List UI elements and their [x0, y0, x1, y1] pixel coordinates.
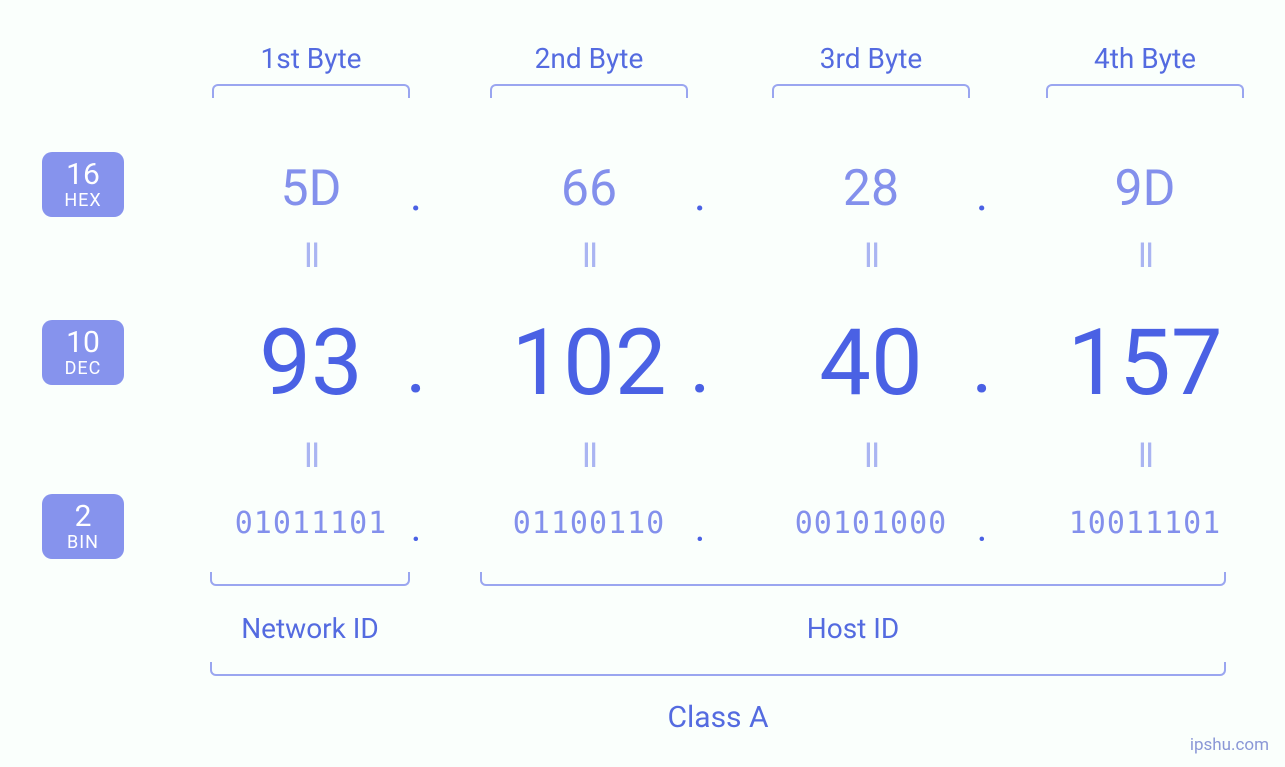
dot-bin-2: . — [680, 504, 720, 551]
badge-dec-lbl: DEC — [65, 358, 102, 379]
bin-2: 01100110 — [484, 506, 694, 541]
dot-hex-2: . — [680, 168, 720, 222]
watermark: ipshu.com — [1190, 735, 1269, 755]
dec-3: 40 — [766, 310, 976, 417]
dot-dec-2: . — [680, 318, 720, 412]
dot-hex-1: . — [396, 168, 436, 222]
hex-1: 5D — [206, 160, 416, 218]
bracket-byte-4 — [1046, 84, 1244, 98]
byte-header-1: 1st Byte — [206, 42, 416, 75]
badge-bin: 2 BIN — [42, 494, 124, 559]
badge-hex-lbl: HEX — [64, 190, 101, 211]
bracket-byte-1 — [212, 84, 410, 98]
eq-top-2: II — [569, 236, 609, 276]
ip-diagram: 16 HEX 10 DEC 2 BIN 1st Byte 2nd Byte 3r… — [0, 0, 1285, 767]
dot-bin-3: . — [962, 504, 1002, 551]
badge-dec: 10 DEC — [42, 320, 124, 385]
eq-bot-4: II — [1125, 436, 1165, 476]
host-id-label: Host ID — [480, 612, 1226, 645]
badge-hex-num: 16 — [66, 160, 100, 190]
dot-dec-3: . — [962, 318, 1002, 412]
network-id-label: Network ID — [210, 612, 410, 645]
eq-top-1: II — [291, 236, 331, 276]
eq-bot-2: II — [569, 436, 609, 476]
badge-bin-lbl: BIN — [67, 532, 99, 553]
hex-3: 28 — [766, 160, 976, 218]
eq-top-4: II — [1125, 236, 1165, 276]
badge-dec-num: 10 — [66, 328, 100, 358]
eq-top-3: II — [851, 236, 891, 276]
byte-header-3: 3rd Byte — [766, 42, 976, 75]
byte-header-4: 4th Byte — [1040, 42, 1250, 75]
dec-4: 157 — [1040, 310, 1250, 417]
badge-bin-num: 2 — [75, 502, 92, 532]
dec-1: 93 — [206, 310, 416, 417]
badge-hex: 16 HEX — [42, 152, 124, 217]
hex-4: 9D — [1040, 160, 1250, 218]
byte-header-2: 2nd Byte — [484, 42, 694, 75]
dot-dec-1: . — [396, 318, 436, 412]
class-label: Class A — [210, 700, 1226, 735]
dot-bin-1: . — [396, 504, 436, 551]
eq-bot-1: II — [291, 436, 331, 476]
eq-bot-3: II — [851, 436, 891, 476]
bracket-host-id — [480, 572, 1226, 586]
bracket-class — [210, 662, 1226, 676]
bin-1: 01011101 — [206, 506, 416, 541]
dot-hex-3: . — [962, 168, 1002, 222]
dec-2: 102 — [484, 310, 694, 417]
bin-4: 10011101 — [1040, 506, 1250, 541]
bracket-byte-3 — [772, 84, 970, 98]
bin-3: 00101000 — [766, 506, 976, 541]
bracket-network-id — [210, 572, 410, 586]
hex-2: 66 — [484, 160, 694, 218]
bracket-byte-2 — [490, 84, 688, 98]
